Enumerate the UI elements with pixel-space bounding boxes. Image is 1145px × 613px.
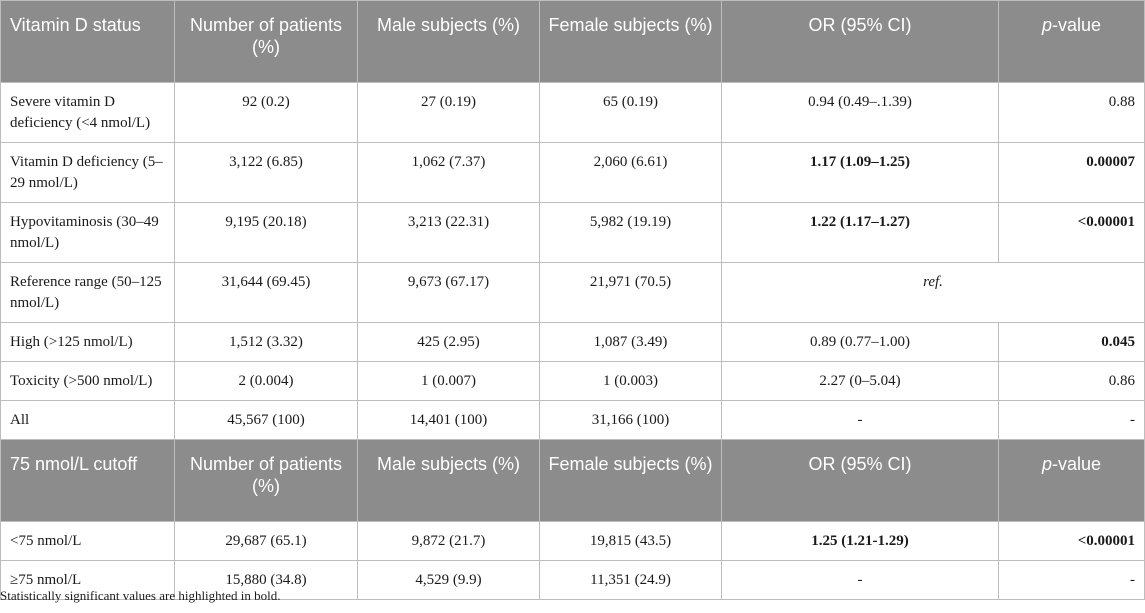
cell-female: 21,971 (70.5) xyxy=(539,262,722,323)
table-header-row: Vitamin D status Number of patients (%) … xyxy=(0,0,1145,83)
cell-patients: 9,195 (20.18) xyxy=(174,202,358,263)
cell-male: 14,401 (100) xyxy=(357,400,540,440)
table-row: High (>125 nmol/L) 1,512 (3.32) 425 (2.9… xyxy=(0,322,1145,362)
cell-status: <75 nmol/L xyxy=(0,521,175,561)
cell-female: 1 (0.003) xyxy=(539,361,722,401)
cell-male: 9,673 (67.17) xyxy=(357,262,540,323)
cell-p-value: - xyxy=(998,560,1145,600)
header-p-value: p-value xyxy=(998,0,1145,83)
cell-status: Vitamin D deficiency (5–29 nmol/L) xyxy=(0,142,175,203)
vitamin-d-table: Vitamin D status Number of patients (%) … xyxy=(0,0,1145,600)
cell-status: Severe vitamin D deficiency (<4 nmol/L) xyxy=(0,82,175,143)
cell-or: - xyxy=(721,560,999,600)
cell-status: High (>125 nmol/L) xyxy=(0,322,175,362)
header-male-subjects: Male subjects (%) xyxy=(357,0,540,83)
cell-female: 65 (0.19) xyxy=(539,82,722,143)
cell-status: Hypovitaminosis (30–49 nmol/L) xyxy=(0,202,175,263)
cell-p-value: <0.00001 xyxy=(998,521,1145,561)
table-row: Vitamin D deficiency (5–29 nmol/L) 3,122… xyxy=(0,142,1145,203)
table-subheader-row: 75 nmol/L cutoff Number of patients (%) … xyxy=(0,439,1145,522)
cell-patients: 92 (0.2) xyxy=(174,82,358,143)
table-row: Toxicity (>500 nmol/L) 2 (0.004) 1 (0.00… xyxy=(0,361,1145,401)
table-row: Reference range (50–125 nmol/L) 31,644 (… xyxy=(0,262,1145,323)
cell-female: 1,087 (3.49) xyxy=(539,322,722,362)
header-vitamin-d-status: Vitamin D status xyxy=(0,0,175,83)
cell-status: All xyxy=(0,400,175,440)
cell-or: 2.27 (0–5.04) xyxy=(721,361,999,401)
table-footnote: Statistically significant values are hig… xyxy=(0,588,281,603)
cell-or: 1.22 (1.17–1.27) xyxy=(721,202,999,263)
cell-or: - xyxy=(721,400,999,440)
cell-patients: 3,122 (6.85) xyxy=(174,142,358,203)
cell-p-value: <0.00001 xyxy=(998,202,1145,263)
cell-patients: 2 (0.004) xyxy=(174,361,358,401)
table-row: Hypovitaminosis (30–49 nmol/L) 9,195 (20… xyxy=(0,202,1145,263)
cell-or: 0.89 (0.77–1.00) xyxy=(721,322,999,362)
cell-female: 31,166 (100) xyxy=(539,400,722,440)
cell-status: ≥75 nmol/L xyxy=(0,560,175,600)
cell-patients: 1,512 (3.32) xyxy=(174,322,358,362)
header-number-of-patients: Number of patients (%) xyxy=(174,439,358,522)
header-or-ci: OR (95% CI) xyxy=(721,0,999,83)
cell-p-value: 0.00007 xyxy=(998,142,1145,203)
cell-male: 1,062 (7.37) xyxy=(357,142,540,203)
cell-patients: 31,644 (69.45) xyxy=(174,262,358,323)
cell-or: 1.17 (1.09–1.25) xyxy=(721,142,999,203)
cell-or: 1.25 (1.21-1.29) xyxy=(721,521,999,561)
table-row: <75 nmol/L 29,687 (65.1) 9,872 (21.7) 19… xyxy=(0,521,1145,561)
table-row: ≥75 nmol/L 15,880 (34.8) 4,529 (9.9) 11,… xyxy=(0,560,1145,600)
header-female-subjects: Female subjects (%) xyxy=(539,439,722,522)
table-row: All 45,567 (100) 14,401 (100) 31,166 (10… xyxy=(0,400,1145,440)
cell-status: Reference range (50–125 nmol/L) xyxy=(0,262,175,323)
header-75-cutoff: 75 nmol/L cutoff xyxy=(0,439,175,522)
cell-reference: ref. xyxy=(721,262,1145,323)
header-p-value: p-value xyxy=(998,439,1145,522)
table-row: Severe vitamin D deficiency (<4 nmol/L) … xyxy=(0,82,1145,143)
cell-male: 3,213 (22.31) xyxy=(357,202,540,263)
cell-status: Toxicity (>500 nmol/L) xyxy=(0,361,175,401)
cell-patients: 15,880 (34.8) xyxy=(174,560,358,600)
cell-male: 27 (0.19) xyxy=(357,82,540,143)
cell-male: 1 (0.007) xyxy=(357,361,540,401)
cell-p-value: 0.86 xyxy=(998,361,1145,401)
cell-male: 9,872 (21.7) xyxy=(357,521,540,561)
cell-patients: 45,567 (100) xyxy=(174,400,358,440)
cell-female: 2,060 (6.61) xyxy=(539,142,722,203)
header-or-ci: OR (95% CI) xyxy=(721,439,999,522)
cell-female: 5,982 (19.19) xyxy=(539,202,722,263)
header-male-subjects: Male subjects (%) xyxy=(357,439,540,522)
cell-patients: 29,687 (65.1) xyxy=(174,521,358,561)
header-female-subjects: Female subjects (%) xyxy=(539,0,722,83)
cell-male: 4,529 (9.9) xyxy=(357,560,540,600)
cell-p-value: 0.88 xyxy=(998,82,1145,143)
cell-or: 0.94 (0.49–.1.39) xyxy=(721,82,999,143)
cell-female: 11,351 (24.9) xyxy=(539,560,722,600)
cell-male: 425 (2.95) xyxy=(357,322,540,362)
header-number-of-patients: Number of patients (%) xyxy=(174,0,358,83)
cell-p-value: - xyxy=(998,400,1145,440)
cell-p-value: 0.045 xyxy=(998,322,1145,362)
cell-female: 19,815 (43.5) xyxy=(539,521,722,561)
